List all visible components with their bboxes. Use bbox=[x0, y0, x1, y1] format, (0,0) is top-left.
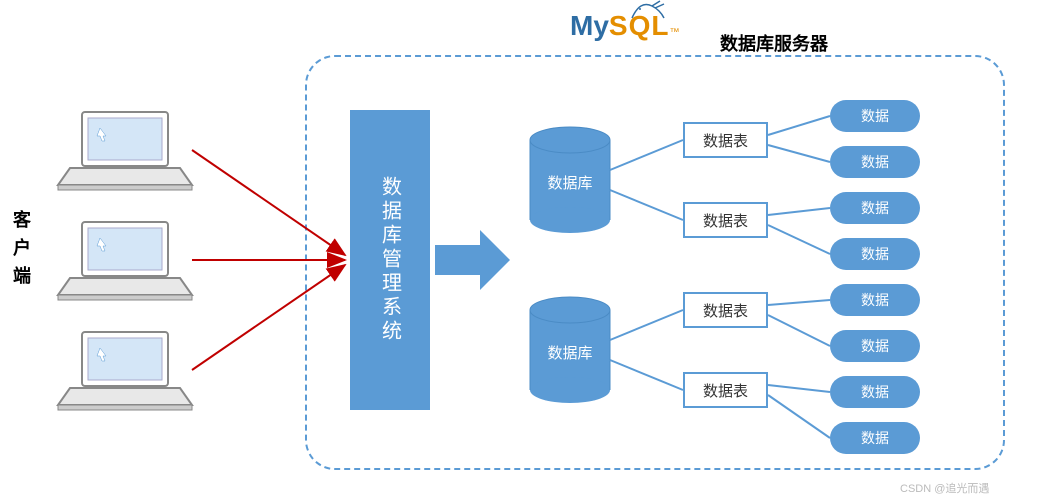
laptop-2 bbox=[58, 222, 192, 300]
data-pill-6: 数据 bbox=[830, 330, 920, 362]
data-pill-8: 数据 bbox=[830, 422, 920, 454]
data-pill-4: 数据 bbox=[830, 238, 920, 270]
laptop-1 bbox=[58, 112, 192, 190]
client-label: 客户端 bbox=[8, 210, 34, 294]
table-box-3: 数据表 bbox=[683, 292, 768, 328]
data-pill-1: 数据 bbox=[830, 100, 920, 132]
database-label-1: 数据库 bbox=[530, 172, 610, 193]
table-box-1: 数据表 bbox=[683, 122, 768, 158]
data-pill-5: 数据 bbox=[830, 284, 920, 316]
data-pill-7: 数据 bbox=[830, 376, 920, 408]
mysql-my: My bbox=[570, 10, 609, 41]
server-title: 数据库服务器 bbox=[720, 30, 828, 56]
watermark: CSDN @追光而遇 bbox=[900, 480, 989, 496]
database-label-2: 数据库 bbox=[530, 342, 610, 363]
table-box-2: 数据表 bbox=[683, 202, 768, 238]
diagram-canvas: { "labels": { "client": "客户端", "dbms": "… bbox=[0, 0, 1041, 500]
data-pill-3: 数据 bbox=[830, 192, 920, 224]
data-pill-2: 数据 bbox=[830, 146, 920, 178]
dbms-box: 数据库管理系统 bbox=[350, 110, 430, 410]
mysql-logo: MySQL™ bbox=[570, 10, 679, 42]
laptop-3 bbox=[58, 332, 192, 410]
table-box-4: 数据表 bbox=[683, 372, 768, 408]
mysql-sql: SQL bbox=[609, 10, 670, 41]
